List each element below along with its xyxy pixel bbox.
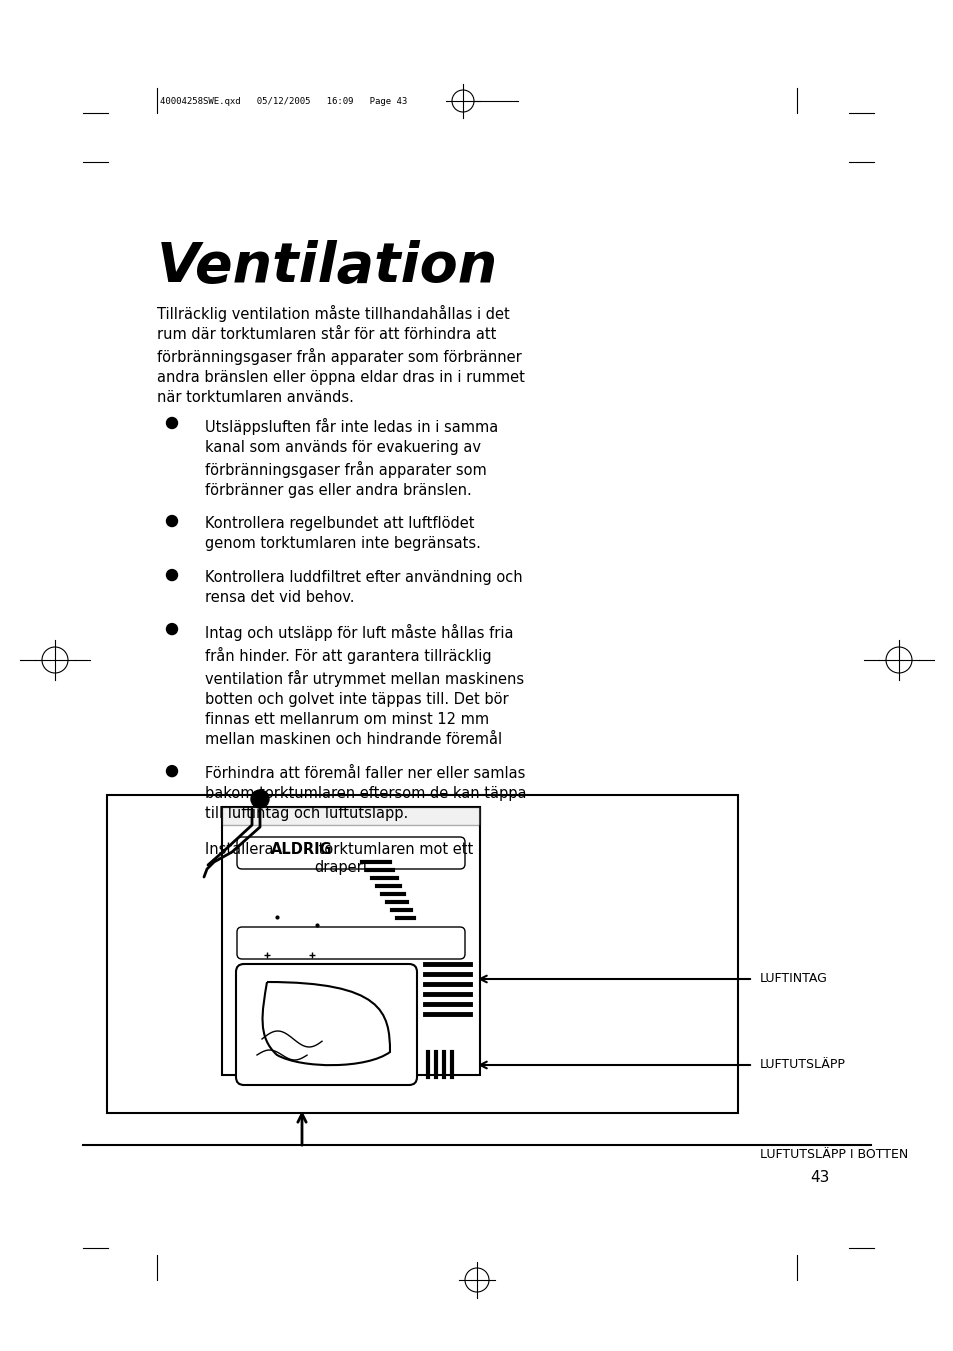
Text: Utsläppsluften får inte ledas in i samma
kanal som används för evakuering av
för: Utsläppsluften får inte ledas in i samma… bbox=[205, 417, 497, 499]
Text: ALDRIG: ALDRIG bbox=[271, 842, 333, 857]
Circle shape bbox=[251, 790, 269, 808]
Circle shape bbox=[167, 570, 177, 581]
Text: Kontrollera regelbundet att luftflödet
genom torktumlaren inte begränsats.: Kontrollera regelbundet att luftflödet g… bbox=[205, 516, 480, 551]
Text: torktumlaren mot ett
draperi.: torktumlaren mot ett draperi. bbox=[314, 842, 473, 874]
Text: LUFTUTSLÄPP: LUFTUTSLÄPP bbox=[760, 1058, 845, 1071]
Text: LUFTUTSLÄPP I BOTTEN: LUFTUTSLÄPP I BOTTEN bbox=[760, 1148, 907, 1162]
Text: 40004258SWE.qxd   05/12/2005   16:09   Page 43: 40004258SWE.qxd 05/12/2005 16:09 Page 43 bbox=[160, 96, 407, 105]
Text: Tillräcklig ventilation måste tillhandahållas i det
rum där torktumlaren står fö: Tillräcklig ventilation måste tillhandah… bbox=[157, 305, 524, 405]
Bar bbox=[222, 807, 479, 1075]
Circle shape bbox=[167, 417, 177, 428]
Circle shape bbox=[167, 842, 177, 852]
FancyBboxPatch shape bbox=[236, 927, 464, 959]
FancyBboxPatch shape bbox=[235, 965, 416, 1085]
Text: Installera: Installera bbox=[205, 842, 278, 857]
Text: Kontrollera luddfiltret efter användning och
rensa det vid behov.: Kontrollera luddfiltret efter användning… bbox=[205, 570, 522, 605]
Text: Intag och utsläpp för luft måste hållas fria
från hinder. För att garantera till: Intag och utsläpp för luft måste hållas … bbox=[205, 624, 523, 747]
Circle shape bbox=[167, 624, 177, 635]
Text: LUFTINTAG: LUFTINTAG bbox=[760, 973, 827, 985]
Text: Förhindra att föremål faller ner eller samlas
bakom torktumlaren eftersom de kan: Förhindra att föremål faller ner eller s… bbox=[205, 766, 526, 821]
Text: 43: 43 bbox=[809, 1170, 829, 1185]
PathPatch shape bbox=[262, 982, 390, 1065]
FancyBboxPatch shape bbox=[236, 838, 464, 869]
Bar bbox=[222, 807, 479, 825]
Bar bbox=[107, 794, 738, 1113]
Circle shape bbox=[167, 516, 177, 527]
Circle shape bbox=[167, 766, 177, 777]
Text: Ventilation: Ventilation bbox=[157, 240, 497, 295]
